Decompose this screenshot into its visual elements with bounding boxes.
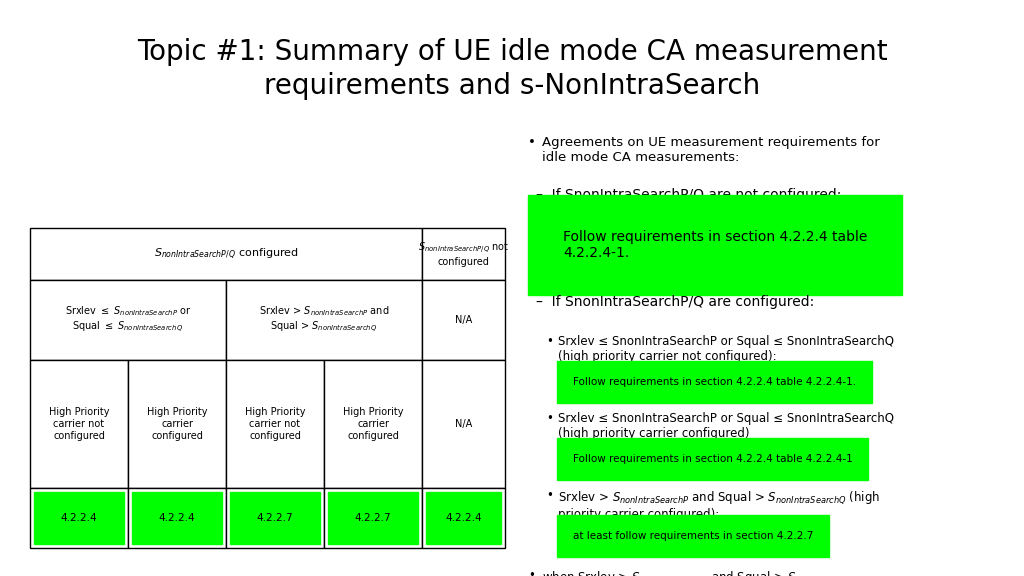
Bar (226, 488, 324, 548)
Bar (422, 280, 505, 360)
Text: –: – (560, 531, 565, 541)
Bar (426, 492, 501, 544)
Bar (422, 360, 505, 488)
Text: Follow requirements in section 4.2.2.4 table 4.2.2.4-1: Follow requirements in section 4.2.2.4 t… (573, 454, 853, 464)
Bar (30, 280, 226, 360)
Bar (128, 488, 226, 548)
Text: Agreements on UE measurement requirements for
idle mode CA measurements:: Agreements on UE measurement requirement… (542, 136, 880, 164)
Text: N/A: N/A (455, 419, 472, 429)
Bar (230, 492, 319, 544)
Text: •: • (528, 569, 535, 576)
Bar (422, 488, 505, 548)
Text: •: • (546, 412, 553, 425)
Bar (30, 360, 128, 488)
Text: –  If SnonIntraSearchP/Q are configured:: – If SnonIntraSearchP/Q are configured: (536, 295, 814, 309)
Text: 4.2.2.7: 4.2.2.7 (257, 513, 293, 523)
Text: –: – (560, 377, 565, 387)
Bar (226, 360, 324, 488)
Text: •: • (546, 489, 553, 502)
Bar (422, 228, 505, 280)
Bar (34, 492, 124, 544)
Bar (324, 360, 422, 488)
Bar (30, 488, 128, 548)
Text: High Priority
carrier
configured: High Priority carrier configured (146, 407, 207, 441)
Text: •: • (550, 230, 558, 244)
Text: when Srxlev > $S_{nonIntraSearchP}$ and Squal > $S_{nonIntraSearchQ}$,
and the U: when Srxlev > $S_{nonIntraSearchP}$ and … (542, 569, 869, 576)
Text: Srxlev > $S_{nonIntraSearchP}$ and
Squal > $S_{nonIntraSearchQ}$: Srxlev > $S_{nonIntraSearchP}$ and Squal… (259, 305, 389, 335)
Text: High Priority
carrier
configured: High Priority carrier configured (343, 407, 403, 441)
Text: Follow requirements in section 4.2.2.4 table 4.2.2.4-1.: Follow requirements in section 4.2.2.4 t… (573, 377, 856, 387)
Text: N/A: N/A (455, 315, 472, 325)
Text: $S_{nonIntraSearchP/Q}$ not
configured: $S_{nonIntraSearchP/Q}$ not configured (418, 241, 509, 267)
Text: Srxlev > $S_{nonIntraSearchP}$ and Squal > $S_{nonIntraSearchQ}$ (high
priority : Srxlev > $S_{nonIntraSearchP}$ and Squal… (558, 489, 881, 521)
Bar (132, 492, 222, 544)
Bar (226, 280, 422, 360)
Text: Srxlev ≤ SnonIntraSearchP or Squal ≤ SnonIntraSearchQ
(high priority carrier con: Srxlev ≤ SnonIntraSearchP or Squal ≤ Sno… (558, 412, 894, 440)
Text: –: – (560, 454, 565, 464)
Text: –  If SnonIntraSearchP/Q are not configured:: – If SnonIntraSearchP/Q are not configur… (536, 188, 842, 202)
Text: 4.2.2.4: 4.2.2.4 (445, 513, 482, 523)
Text: at least follow requirements in section 4.2.2.7: at least follow requirements in section … (573, 531, 813, 541)
Text: $S_{nonIntraSearchP/Q}$ configured: $S_{nonIntraSearchP/Q}$ configured (154, 247, 298, 262)
Text: Srxlev ≤ SnonIntraSearchP or Squal ≤ SnonIntraSearchQ
(high priority carrier not: Srxlev ≤ SnonIntraSearchP or Squal ≤ Sno… (558, 335, 894, 363)
Text: 4.2.2.4: 4.2.2.4 (159, 513, 196, 523)
Text: requirements and s-NonIntraSearch: requirements and s-NonIntraSearch (264, 72, 760, 100)
Bar (30, 228, 422, 280)
Bar (324, 488, 422, 548)
Text: Follow requirements in section 4.2.2.4 table
4.2.2.4-1.: Follow requirements in section 4.2.2.4 t… (563, 230, 867, 260)
Text: •: • (546, 335, 553, 348)
Text: 4.2.2.4: 4.2.2.4 (60, 513, 97, 523)
Text: Topic #1: Summary of UE idle mode CA measurement: Topic #1: Summary of UE idle mode CA mea… (136, 38, 888, 66)
Bar (128, 360, 226, 488)
Text: High Priority
carrier not
configured: High Priority carrier not configured (245, 407, 305, 441)
Text: •: • (528, 136, 536, 149)
Text: Srxlev $\leq$ $S_{nonIntraSearchP}$ or
Squal $\leq$ $S_{nonIntraSearchQ}$: Srxlev $\leq$ $S_{nonIntraSearchP}$ or S… (65, 305, 191, 335)
Text: 4.2.2.7: 4.2.2.7 (354, 513, 391, 523)
Bar (328, 492, 418, 544)
Text: High Priority
carrier not
configured: High Priority carrier not configured (49, 407, 110, 441)
